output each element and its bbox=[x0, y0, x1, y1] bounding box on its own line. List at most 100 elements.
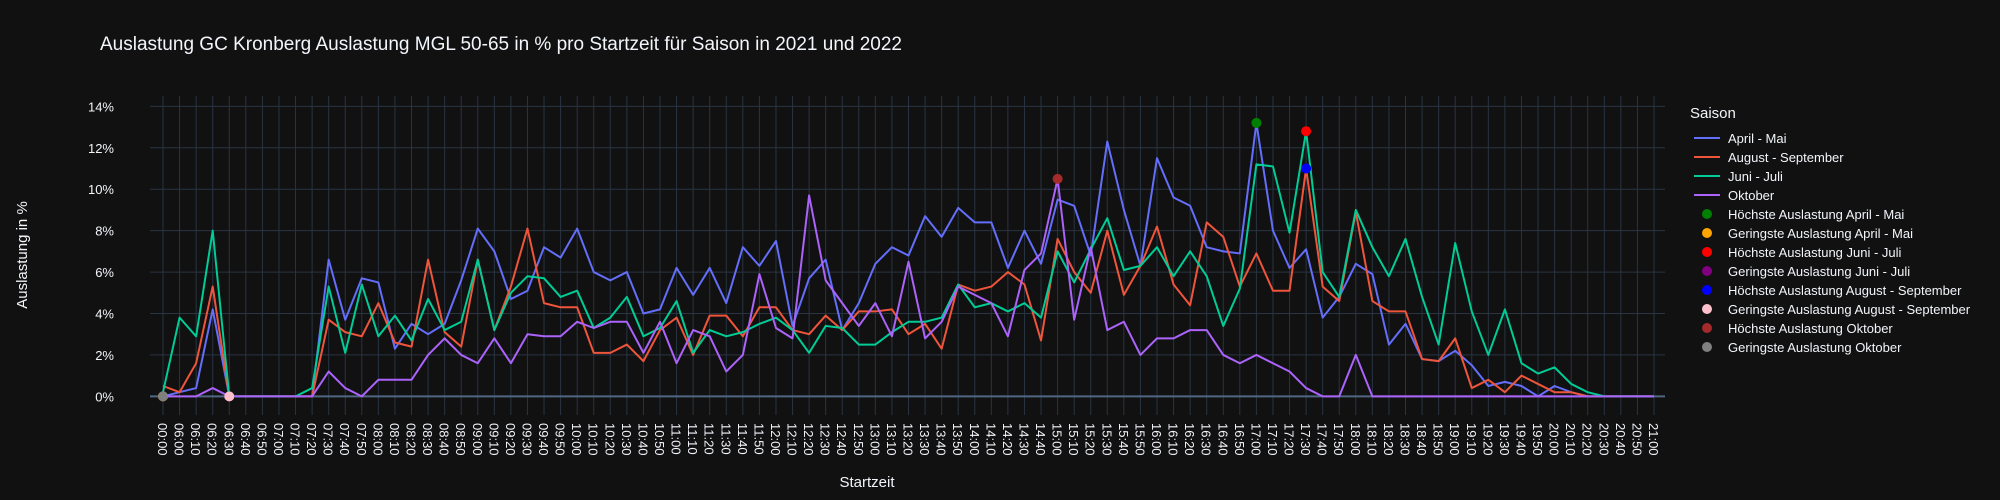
x-tick-label: 11:30 bbox=[718, 423, 733, 455]
x-tick-label: 11:40 bbox=[735, 423, 750, 455]
legend-item[interactable]: Höchste Auslastung Oktober bbox=[1702, 321, 1893, 336]
legend-swatch bbox=[1702, 209, 1712, 219]
legend-swatch bbox=[1702, 266, 1712, 276]
x-tick-label: 07:30 bbox=[321, 423, 336, 456]
x-tick-label: 11:00 bbox=[669, 423, 684, 455]
legend-item[interactable]: Höchste Auslastung Juni - Juli bbox=[1702, 245, 1902, 260]
x-tick-label: 09:50 bbox=[553, 423, 568, 456]
x-tick-label: 14:00 bbox=[967, 423, 982, 456]
legend-item[interactable]: Geringste Auslastung Juni - Juli bbox=[1702, 264, 1910, 279]
x-tick-label: 18:00 bbox=[1348, 423, 1363, 456]
x-tick-label: 08:20 bbox=[404, 423, 419, 456]
legend-label: Juni - Juli bbox=[1728, 169, 1783, 184]
x-tick-label: 15:10 bbox=[1066, 423, 1081, 456]
x-tick-label: 12:10 bbox=[785, 423, 800, 456]
x-tick-label: 20:40 bbox=[1613, 423, 1628, 456]
x-tick-label: 17:50 bbox=[1331, 423, 1346, 456]
x-tick-label: 09:20 bbox=[503, 423, 518, 456]
x-tick-label: 20:30 bbox=[1596, 423, 1611, 456]
peak-marker bbox=[1052, 173, 1063, 184]
peak-marker bbox=[1301, 126, 1312, 137]
x-tick-label: 16:10 bbox=[1166, 423, 1181, 456]
x-tick-label: 15:50 bbox=[1132, 423, 1147, 456]
legend-title: Saison bbox=[1690, 105, 1736, 122]
x-tick-label: 12:50 bbox=[851, 423, 866, 456]
x-tick-label: 20:10 bbox=[1563, 423, 1578, 456]
legend-label: Geringste Auslastung Oktober bbox=[1728, 340, 1902, 355]
x-tick-label: 10:50 bbox=[652, 423, 667, 456]
y-tick-label: 2% bbox=[95, 348, 114, 363]
legend-item[interactable]: Geringste Auslastung Oktober bbox=[1702, 340, 1902, 355]
legend-label: Geringste Auslastung Juni - Juli bbox=[1728, 264, 1910, 279]
legend-label: Höchste Auslastung April - Mai bbox=[1728, 207, 1904, 222]
x-tick-label: 06:30 bbox=[221, 423, 236, 456]
x-tick-label: 17:40 bbox=[1315, 423, 1330, 456]
legend-swatch bbox=[1702, 304, 1712, 314]
y-tick-label: 10% bbox=[88, 182, 114, 197]
y-tick-label: 6% bbox=[95, 265, 114, 280]
series-line bbox=[162, 167, 1654, 398]
legend-label: Höchste Auslastung August - September bbox=[1728, 283, 1962, 298]
x-tick-label: 14:40 bbox=[1033, 423, 1048, 456]
legend-swatch bbox=[1702, 323, 1712, 333]
x-tick-label: 20:00 bbox=[1547, 423, 1562, 456]
legend-swatch bbox=[1702, 247, 1712, 257]
x-tick-label: 12:40 bbox=[834, 423, 849, 456]
chart-title: Auslastung GC Kronberg Auslastung MGL 50… bbox=[100, 34, 902, 55]
legend-item[interactable]: August - September bbox=[1694, 150, 1844, 165]
peak-marker bbox=[158, 391, 168, 402]
x-tick-label: 08:00 bbox=[370, 423, 385, 456]
y-axis-title: Auslastung in % bbox=[14, 201, 31, 309]
x-tick-label: 09:40 bbox=[536, 423, 551, 456]
x-tick-label: 08:10 bbox=[387, 423, 402, 456]
x-tick-label: 15:30 bbox=[1099, 423, 1114, 456]
x-tick-label: 06:50 bbox=[254, 423, 269, 456]
x-tick-label: 09:30 bbox=[519, 423, 534, 456]
x-tick-label: 11:50 bbox=[751, 423, 766, 455]
x-tick-label: 19:50 bbox=[1530, 423, 1545, 456]
x-tick-label: 20:20 bbox=[1580, 423, 1595, 456]
x-tick-label: 12:30 bbox=[818, 423, 833, 456]
x-tick-label: 11:10 bbox=[685, 423, 700, 455]
x-tick-label: 16:00 bbox=[1149, 423, 1164, 456]
legend-label: Geringste Auslastung April - Mai bbox=[1728, 226, 1913, 241]
legend-label: August - September bbox=[1728, 150, 1844, 165]
x-tick-label: 08:40 bbox=[437, 423, 452, 456]
x-tick-label: 17:30 bbox=[1298, 423, 1313, 456]
peak-marker bbox=[1301, 163, 1312, 174]
x-tick-label: 13:20 bbox=[901, 423, 916, 456]
legend-item[interactable]: Geringste Auslastung August - September bbox=[1702, 302, 1971, 317]
x-tick-label: 13:50 bbox=[950, 423, 965, 456]
x-tick-label: 18:20 bbox=[1381, 423, 1396, 456]
x-tick-label: 19:40 bbox=[1513, 423, 1528, 456]
x-tick-label: 06:20 bbox=[205, 423, 220, 456]
x-tick-label: 17:10 bbox=[1265, 423, 1280, 456]
y-tick-label: 0% bbox=[95, 389, 114, 404]
x-tick-label: 18:40 bbox=[1414, 423, 1429, 456]
x-tick-label: 09:00 bbox=[470, 423, 485, 456]
x-tick-label: 16:50 bbox=[1232, 423, 1247, 456]
legend-item[interactable]: Oktober bbox=[1694, 188, 1775, 203]
x-tick-label: 13:30 bbox=[917, 423, 932, 456]
x-tick-label: 07:50 bbox=[354, 423, 369, 456]
x-tick-label: 10:40 bbox=[635, 423, 650, 456]
legend-item[interactable]: Höchste Auslastung April - Mai bbox=[1702, 207, 1904, 222]
legend-item[interactable]: April - Mai bbox=[1694, 131, 1787, 146]
x-tick-label: 07:40 bbox=[337, 423, 352, 456]
series-line bbox=[162, 121, 1654, 398]
x-tick-label: 19:20 bbox=[1480, 423, 1495, 456]
legend-item[interactable]: Juni - Juli bbox=[1694, 169, 1783, 184]
legend-item[interactable]: Höchste Auslastung August - September bbox=[1702, 283, 1962, 298]
x-tick-label: 14:30 bbox=[1016, 423, 1031, 456]
x-tick-label: 18:10 bbox=[1364, 423, 1379, 456]
y-tick-label: 8% bbox=[95, 224, 114, 239]
x-tick-label: 07:10 bbox=[288, 423, 303, 456]
x-tick-label: 16:20 bbox=[1182, 423, 1197, 456]
x-tick-label: 08:30 bbox=[420, 423, 435, 456]
legend-item[interactable]: Geringste Auslastung April - Mai bbox=[1702, 226, 1913, 241]
x-tick-label: 15:00 bbox=[1050, 423, 1065, 456]
x-axis-title: Startzeit bbox=[839, 474, 895, 491]
legend-swatch bbox=[1702, 285, 1712, 295]
